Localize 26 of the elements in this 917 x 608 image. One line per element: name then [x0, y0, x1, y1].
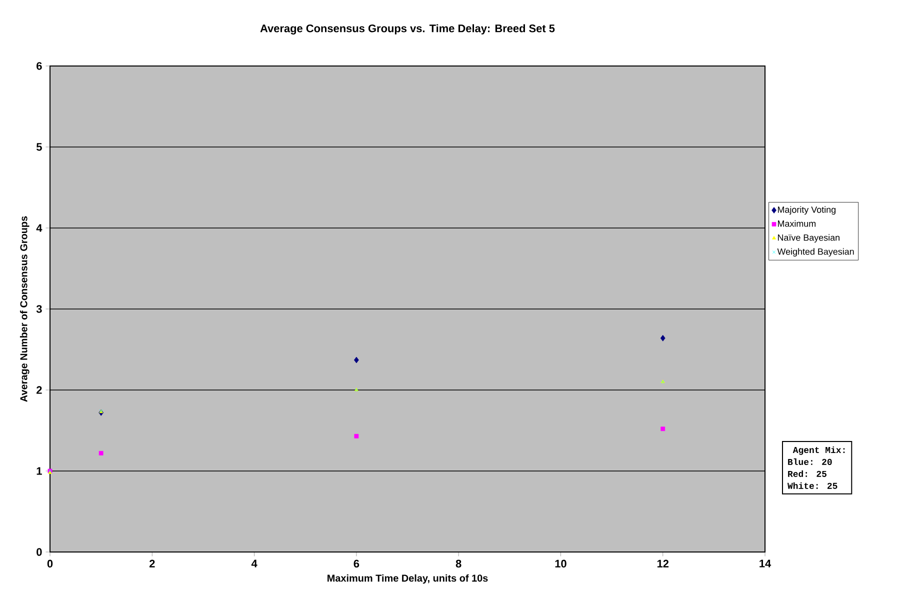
legend-label: Naïve Bayesian	[778, 234, 840, 243]
text: White: 25	[787, 482, 838, 489]
x-tick-label: 14	[760, 560, 772, 568]
text: Red: 25	[788, 470, 826, 477]
y-tick-label: 0	[36, 548, 42, 556]
legend-label: Maximum	[778, 220, 816, 227]
legend-label: Majority Voting	[778, 206, 836, 215]
chart-title: Average Consensus Groups vs. Time Delay: Breed Set 5	[260, 24, 555, 34]
x-tick-label: 0	[47, 560, 53, 568]
x-tick-label: 4	[251, 560, 258, 568]
text: Agent Mix:	[792, 446, 845, 455]
y-tick-label: 5	[36, 143, 42, 151]
y-axis-title: Average Number of Consensus Groups	[20, 216, 30, 402]
y-tick-label: 6	[36, 62, 42, 70]
y-tick-label: 3	[36, 305, 42, 313]
x-tick-label: 2	[149, 560, 155, 568]
x-axis-title: Maximum Time Delay, units of 10s	[328, 574, 488, 584]
legend-label: Weighted Bayesian	[777, 248, 854, 257]
x-tick-label: 12	[657, 560, 669, 568]
y-tick-label: 4	[36, 224, 42, 232]
text: Blue: 20	[788, 458, 832, 466]
y-tick-label: 1	[36, 467, 42, 475]
x-tick-label: 8	[456, 560, 462, 568]
y-tick-label: 2	[36, 386, 42, 394]
x-tick-label: 10	[555, 560, 566, 568]
x-tick-label: 6	[354, 560, 360, 568]
